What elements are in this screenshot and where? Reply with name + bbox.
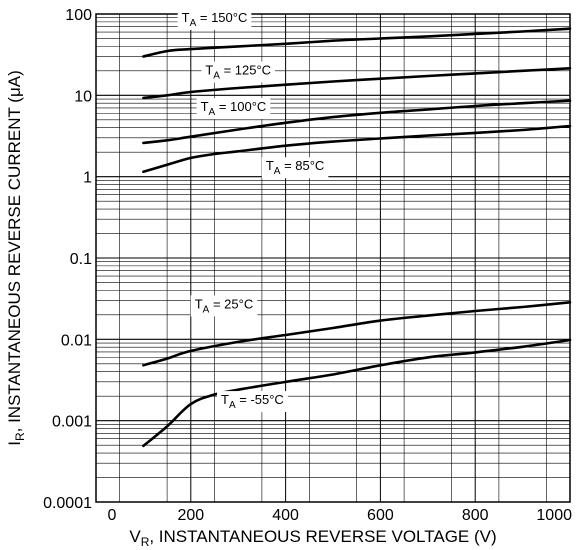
y-tick-label: 100	[65, 7, 92, 24]
x-tick-label: 600	[367, 507, 394, 524]
series-label-rest: = -55°C	[236, 392, 284, 407]
series-label-rest: = 150°C	[196, 10, 247, 25]
y-tick-labels: 100 10 1 0.1 0.01 0.001 0.0001	[43, 7, 92, 512]
series-label-text: TA = 150°C	[182, 10, 248, 29]
series-label-rest: = 85°C	[280, 158, 324, 173]
series-label-background	[217, 391, 288, 413]
series-curve-5	[142, 338, 572, 448]
series-label-text: TA = 85°C	[266, 158, 325, 177]
series-label-background	[177, 8, 252, 30]
y-tick-label: 0.01	[61, 332, 92, 349]
x-tick-label: 800	[462, 507, 489, 524]
x-tick-label: 0	[108, 507, 117, 524]
x-tick-label: 200	[177, 507, 204, 524]
x-axis-title-rest: , INSTANTANEOUS REVERSE VOLTAGE (V)	[149, 527, 496, 546]
series-label-rest: = 100°C	[215, 99, 266, 114]
y-axis-title-sub: R	[13, 432, 27, 441]
series-label-background	[261, 157, 329, 179]
series-label-5: TA = -55°C	[217, 391, 288, 413]
series-label-rest: = 25°C	[209, 296, 253, 311]
series-label-sub: A	[209, 107, 216, 118]
series-curves	[142, 27, 572, 448]
series-label-main: T	[221, 392, 229, 407]
series-label-background	[196, 98, 271, 120]
series-label-main: T	[195, 296, 203, 311]
y-tick-label: 10	[74, 88, 92, 105]
series-label-background	[190, 295, 258, 317]
series-label-2: TA = 100°C	[196, 98, 271, 120]
x-axis-title-sub: R	[141, 535, 150, 549]
series-label-sub: A	[203, 304, 210, 315]
series-curve-1	[142, 67, 572, 100]
series-label-text: TA = 100°C	[201, 99, 267, 118]
y-axis-title-rest: , INSTANTANEOUS REVERSE CURRENT (μA)	[5, 70, 24, 432]
series-label-text: TA = 25°C	[195, 296, 254, 315]
series-labels: TA = 150°CTA = 125°CTA = 100°CTA = 85°CT…	[177, 8, 329, 413]
series-label-1: TA = 125°C	[201, 61, 276, 83]
series-label-background	[201, 61, 276, 83]
series-label-rest: = 125°C	[220, 63, 271, 78]
y-axis-title: IR, INSTANTANEOUS REVERSE CURRENT (μA)	[5, 70, 27, 446]
y-tick-label: 1	[83, 170, 92, 187]
series-curve-4	[142, 301, 572, 367]
series-curve-3	[142, 124, 572, 173]
series-label-sub: A	[190, 18, 197, 29]
series-label-sub: A	[274, 166, 281, 177]
x-tick-labels: 0 200 400 600 800 1000	[108, 507, 573, 524]
series-label-sub: A	[229, 400, 236, 411]
series-label-text: TA = -55°C	[221, 392, 284, 411]
x-axis-title: VR, INSTANTANEOUS REVERSE VOLTAGE (V)	[129, 527, 496, 549]
series-curve-0	[142, 27, 572, 58]
series-label-main: T	[266, 158, 274, 173]
series-label-main: T	[201, 99, 209, 114]
series-label-3: TA = 85°C	[261, 157, 329, 179]
series-label-sub: A	[213, 71, 220, 82]
series-label-0: TA = 150°C	[177, 8, 252, 30]
y-tick-label: 0.1	[70, 251, 92, 268]
series-label-main: T	[205, 63, 213, 78]
plot-frame	[95, 13, 571, 503]
x-axis-title-main: V	[129, 527, 141, 546]
series-label-4: TA = 25°C	[190, 295, 258, 317]
y-axis-title-main: I	[5, 441, 24, 446]
series-label-main: T	[182, 10, 190, 25]
series-curve-2	[142, 99, 572, 145]
x-tick-label: 1000	[536, 507, 572, 524]
y-tick-label: 0.0001	[43, 495, 92, 512]
y-tick-label: 0.001	[52, 414, 92, 431]
series-label-text: TA = 125°C	[205, 63, 271, 82]
x-tick-label: 400	[272, 507, 299, 524]
